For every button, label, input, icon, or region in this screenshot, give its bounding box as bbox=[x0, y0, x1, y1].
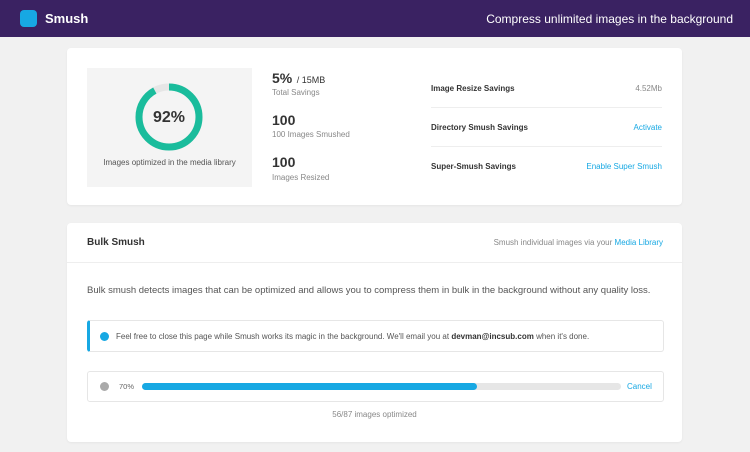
notice: Feel free to close this page while Smush… bbox=[87, 320, 664, 352]
app-name: Smush bbox=[45, 11, 89, 26]
smushed-label: 100 Images Smushed bbox=[272, 130, 350, 139]
percent-caption: Images optimized in the media library bbox=[103, 158, 236, 167]
divider bbox=[67, 262, 682, 263]
via: Smush individual images via your Media L… bbox=[494, 238, 663, 247]
progress-track bbox=[142, 383, 621, 390]
row-value: 4.52Mb bbox=[635, 83, 662, 93]
status: 56/87 images optimized bbox=[332, 410, 417, 419]
savings-percent: 5% bbox=[272, 70, 293, 86]
row-label: Image Resize Savings bbox=[431, 83, 515, 93]
info-icon bbox=[100, 331, 109, 341]
progress-fill bbox=[142, 383, 478, 390]
total-savings: 5% / 15MB bbox=[272, 70, 325, 88]
description: Bulk smush detects images that can be op… bbox=[87, 285, 651, 296]
row-label: Directory Smush Savings bbox=[431, 122, 528, 132]
row: Super-Smush Savings Enable Super Smush bbox=[431, 147, 662, 185]
resized-label: Images Resized bbox=[272, 173, 330, 182]
savings-size: / 15MB bbox=[296, 75, 326, 85]
progress-label: 70% bbox=[119, 382, 135, 391]
via-text: Smush individual images via your bbox=[493, 238, 613, 247]
cancel[interactable]: Cancel bbox=[627, 382, 652, 391]
activate-link[interactable]: Activate bbox=[633, 122, 662, 132]
header: Smush Compress unlimited images in the b… bbox=[0, 0, 750, 37]
notice-email: devman@incsub.com bbox=[451, 331, 534, 341]
row: Image Resize Savings 4.52Mb bbox=[431, 69, 662, 108]
bulk-card bbox=[67, 223, 682, 442]
smushed-count: 100 bbox=[272, 112, 296, 128]
score-box: 92% Images optimized in the media librar… bbox=[87, 68, 252, 187]
progress-icon bbox=[100, 382, 109, 391]
media-library-link[interactable]: Media Library bbox=[614, 238, 663, 247]
tagline: Compress unlimited images in the backgro… bbox=[486, 12, 733, 26]
bulk-title: Bulk Smush bbox=[87, 237, 145, 248]
ring-fill bbox=[135, 83, 203, 151]
percent: 92% bbox=[153, 109, 185, 126]
ring: 92% bbox=[135, 83, 203, 151]
notice-text: Feel free to close this page while Smush… bbox=[116, 331, 450, 341]
resized-count: 100 bbox=[272, 154, 296, 170]
super-smush-link[interactable]: Enable Super Smush bbox=[586, 161, 662, 171]
savings-label: Total Savings bbox=[272, 88, 320, 97]
logo bbox=[20, 10, 37, 27]
row: Directory Smush Savings Activate bbox=[431, 108, 662, 147]
progress-box: 70% Cancel bbox=[87, 371, 664, 402]
row-label: Super-Smush Savings bbox=[431, 161, 516, 171]
notice-text: when it's done. bbox=[536, 331, 590, 341]
